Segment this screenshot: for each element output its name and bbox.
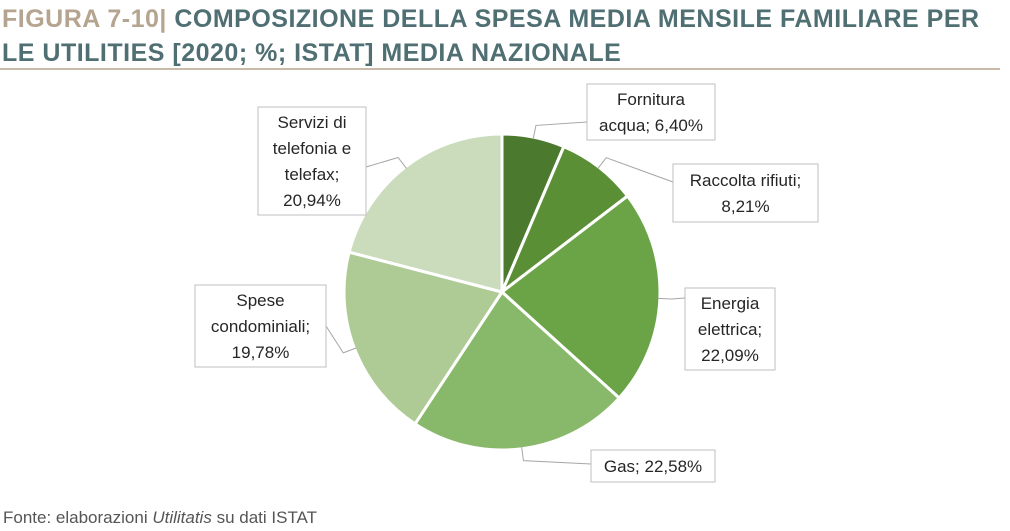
data-label-text: Gas; 22,58% bbox=[604, 457, 702, 476]
leader-line bbox=[325, 325, 357, 354]
title-divider bbox=[0, 68, 1000, 70]
data-label-box bbox=[684, 287, 776, 371]
figure-heading: COMPOSIZIONE DELLA SPESA MEDIA MENSILE F… bbox=[2, 5, 980, 67]
data-label-text: elettrica; bbox=[698, 320, 762, 339]
data-label-text: Spese bbox=[236, 291, 284, 310]
figure-title: FIGURA 7-10| COMPOSIZIONE DELLA SPESA ME… bbox=[2, 2, 1002, 70]
data-label-text: 19,78% bbox=[232, 343, 290, 362]
data-label-text: Energia bbox=[701, 294, 760, 313]
data-label-text: acqua; 6,40% bbox=[599, 116, 703, 135]
data-label-box bbox=[586, 83, 716, 141]
data-label-text: 8,21% bbox=[721, 197, 769, 216]
data-label-text: Servizi di bbox=[278, 113, 347, 132]
data-label-text: 20,94% bbox=[283, 191, 341, 210]
data-label-text: telefax; bbox=[285, 165, 340, 184]
source-suffix: su dati ISTAT bbox=[211, 508, 318, 527]
source-italic: Utilitatis bbox=[152, 508, 212, 527]
pie-slices bbox=[342, 132, 662, 452]
data-label-text: 22,09% bbox=[701, 346, 759, 365]
source-prefix: Fonte: elaborazioni bbox=[3, 508, 153, 527]
data-label-box bbox=[672, 163, 819, 223]
data-label-box bbox=[194, 284, 327, 368]
data-label-text: condominiali; bbox=[211, 317, 310, 336]
leader-line bbox=[532, 121, 588, 140]
source-note: Fonte: elaborazioni Utilitatis su dati I… bbox=[3, 508, 317, 528]
data-label-text: Raccolta rifiuti; bbox=[690, 171, 801, 190]
leader-line bbox=[657, 297, 686, 300]
leader-line bbox=[521, 446, 592, 465]
data-label-text: telefonia e bbox=[273, 139, 351, 158]
figure-label: FIGURA 7-10| bbox=[2, 5, 167, 33]
data-label-text: Fornitura bbox=[617, 90, 686, 109]
leader-line bbox=[597, 157, 674, 183]
pie-chart: Fornitura acqua; 6,40% Raccolta rifiuti; 8,… bbox=[194, 83, 819, 483]
leader-lines bbox=[325, 121, 686, 465]
data-label-box bbox=[257, 106, 367, 216]
data-label-box bbox=[590, 449, 716, 483]
leader-line bbox=[365, 156, 408, 169]
data-labels: Fornitura acqua; 6,40% Raccolta rifiuti; 8,… bbox=[194, 83, 819, 483]
